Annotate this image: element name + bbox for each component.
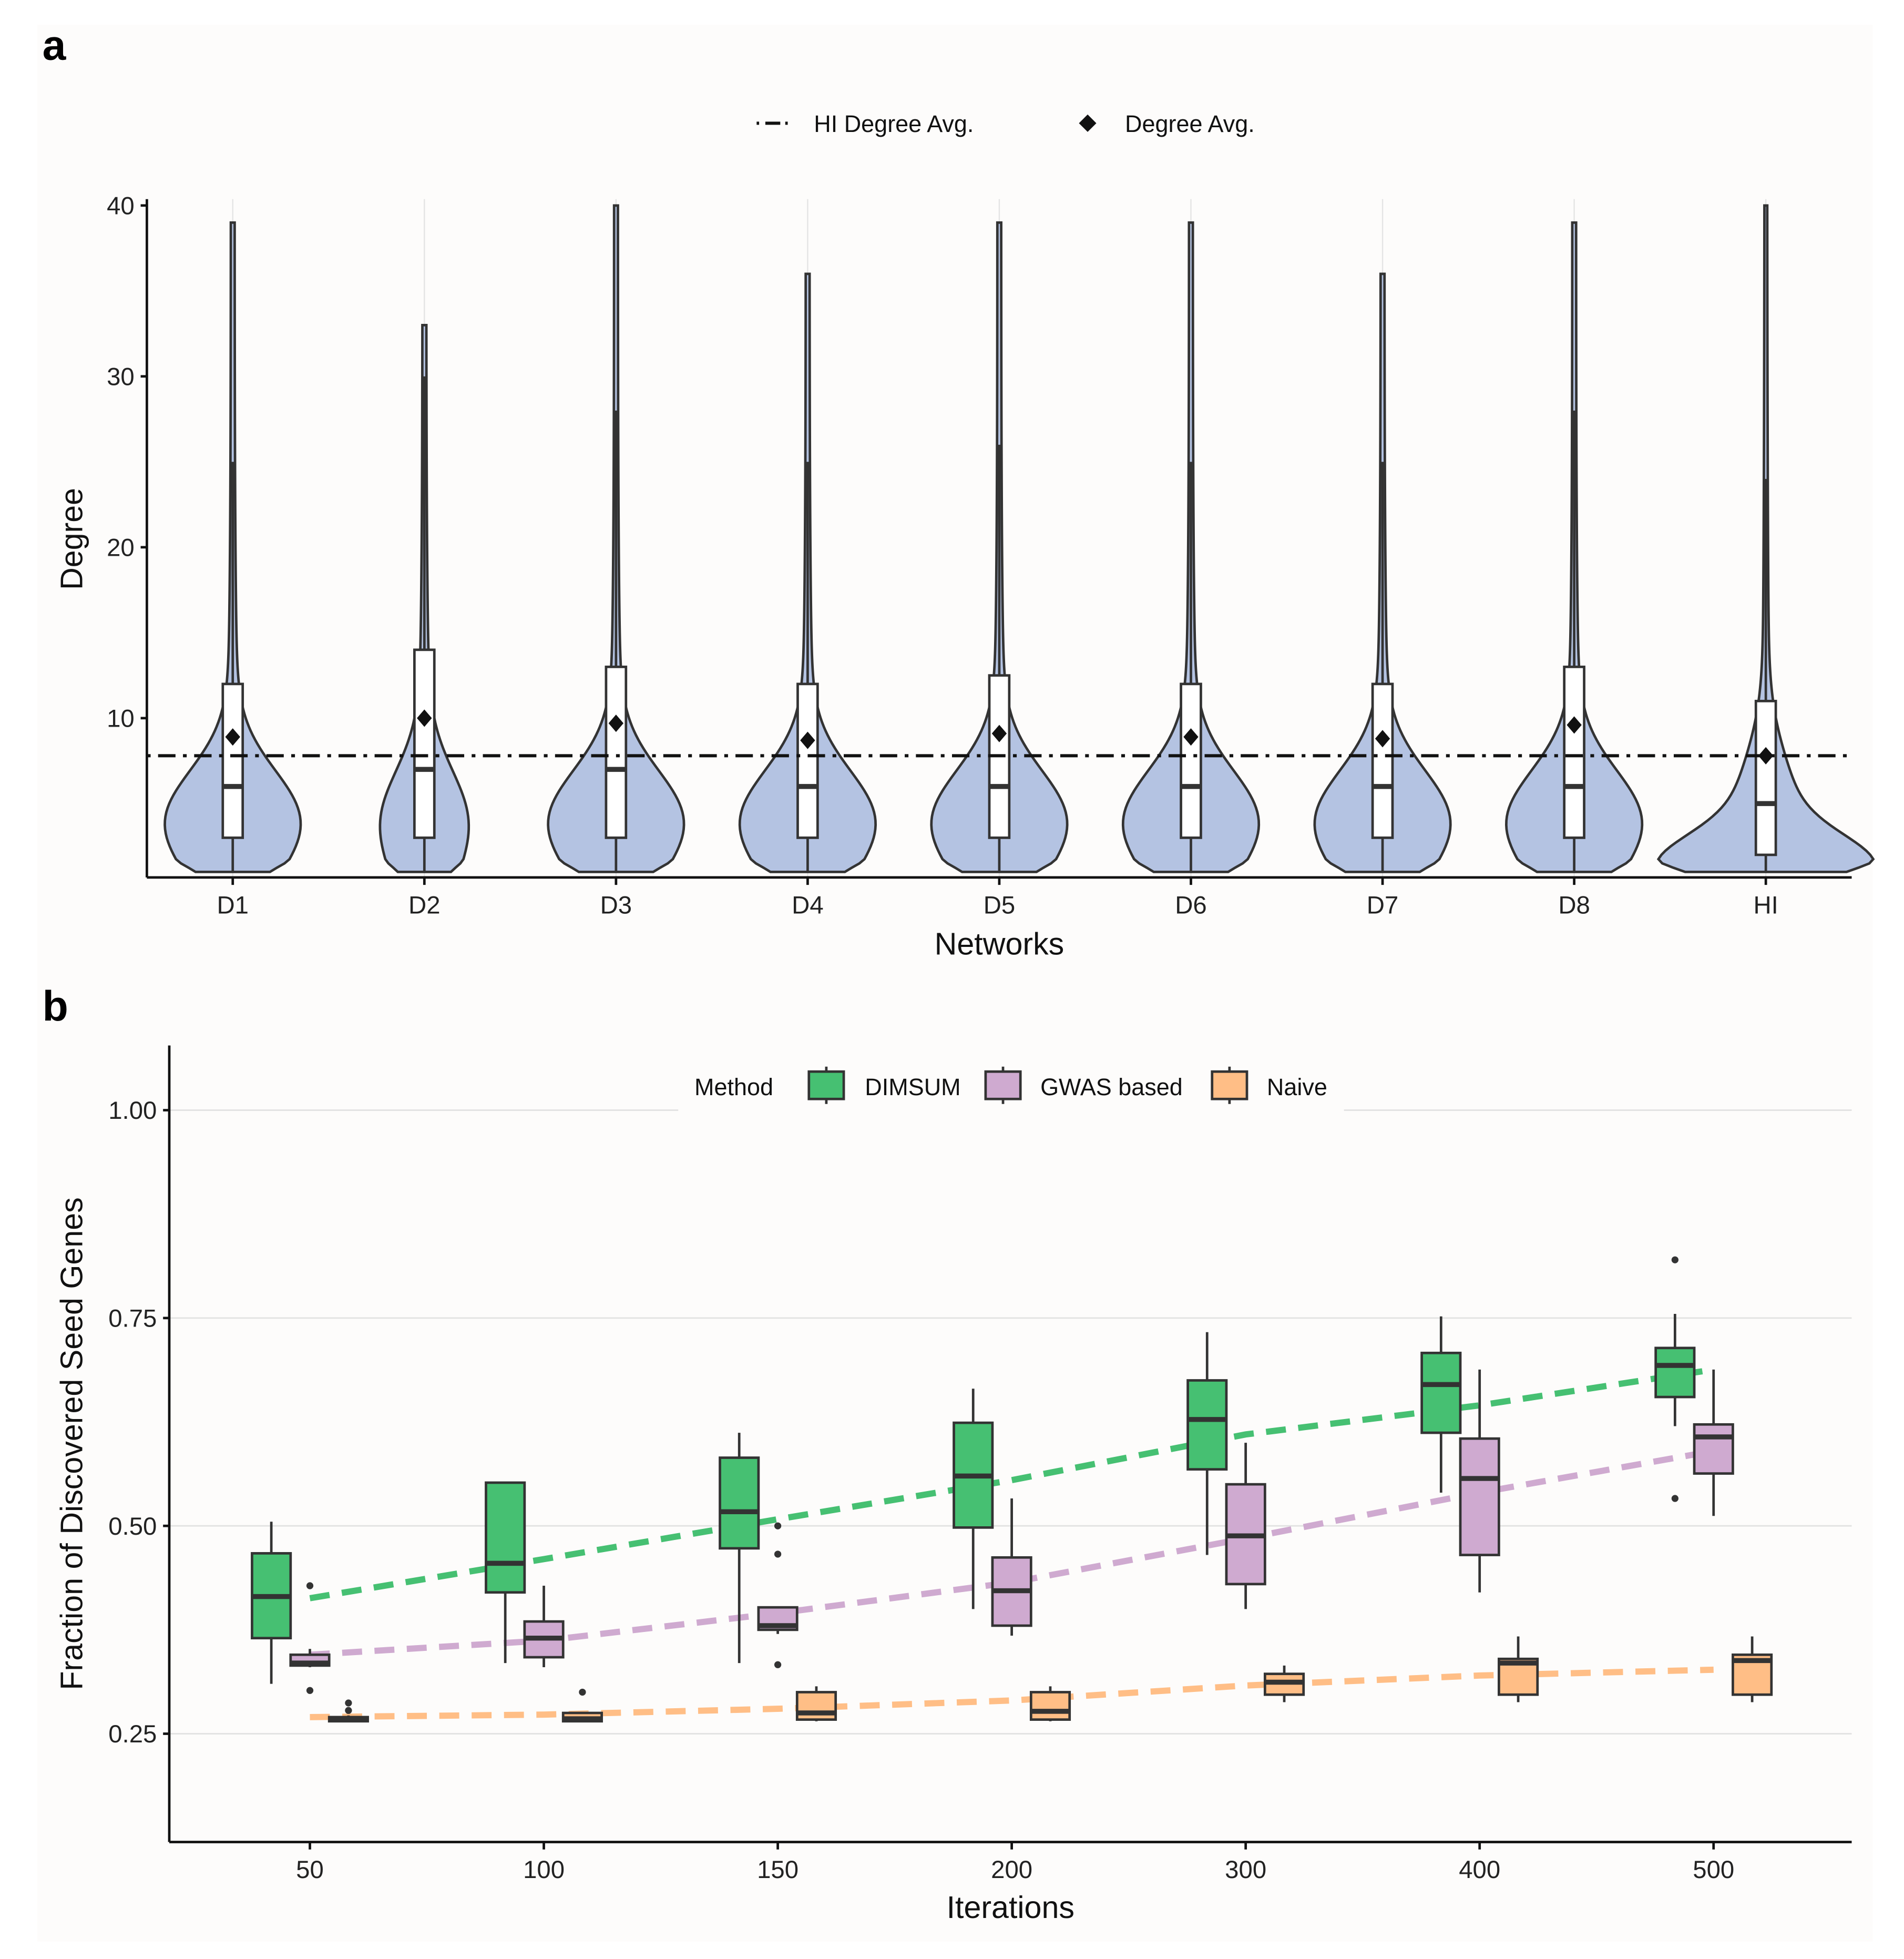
box-HI [1754,700,1777,856]
outlier-point [306,1582,314,1589]
box-D1 [221,682,244,839]
x-tick-label: 50 [296,1856,324,1884]
y-tick-label: 0.75 [108,1304,157,1332]
y-tick-label: 0.25 [108,1720,157,1748]
box-dimsum [1420,1351,1462,1434]
x-tick-label: D6 [1175,892,1207,920]
mean-diamond [1758,747,1774,764]
mean-diamond [1375,730,1390,748]
panel-b-label: b [43,983,68,1030]
panel-a-ticks: 10 20 30 40 D1 D2 D3 D4 D5 D6 D7 D8 HI [107,192,1778,919]
panel-a-y-label: Degree [54,488,89,590]
mean-diamond [991,725,1007,742]
y-tick-label: 40 [107,192,135,220]
panel-b-y-label: Fraction of Discovered Seed Genes [54,1197,89,1690]
box-dimsum [719,1456,760,1550]
mean-diamond [225,728,240,746]
x-tick-label: 500 [1693,1856,1734,1884]
outlier-point [1671,1256,1678,1263]
x-tick-label: D5 [984,892,1016,920]
outlier-point [306,1687,314,1694]
box-gwas-based [1693,1423,1734,1475]
mean-diamond [1183,728,1199,746]
x-tick-label: HI [1753,892,1778,920]
mean-diamond [417,709,432,727]
panel-b-legend: Method DIMSUM GWAS based Naive [678,1060,1344,1113]
outlier-point [1671,1495,1678,1502]
x-tick-label: D1 [217,892,249,920]
mean-diamond [800,731,815,749]
mean-diamond [608,715,624,732]
panel-a-violins [147,204,1875,873]
panel-a-x-label: Networks [935,926,1064,962]
panel-b-boxes [251,1256,1773,1723]
box-D6 [1180,682,1202,839]
y-tick-label: 30 [107,363,135,391]
outlier-point [774,1661,782,1668]
y-tick-label: 0.50 [108,1513,157,1540]
panel-b-ticks: 0.25 0.50 0.75 1.00 50 100 150 200 300 400 500 [108,1097,1734,1884]
box-gwas-based [1459,1437,1500,1556]
box-D8 [1563,666,1585,839]
panel-a-label: a [43,22,67,69]
legend-label: GWAS based [1040,1074,1183,1100]
box-D4 [796,682,819,839]
x-tick-label: D2 [408,892,441,920]
x-tick-label: D7 [1367,892,1399,920]
x-tick-label: 400 [1459,1856,1500,1884]
x-tick-label: D3 [600,892,632,920]
legend-title: Method [694,1074,773,1100]
panel-b-x-label: Iterations [947,1890,1074,1925]
legend-entries: DIMSUM GWAS based Naive [807,1066,1327,1104]
legend-degree-avg: Degree Avg. [1125,110,1255,137]
trend-line-naive [310,1666,1714,1720]
legend-hi-avg: HI Degree Avg. [814,110,974,137]
x-tick-label: 300 [1225,1856,1266,1884]
x-tick-label: 200 [991,1856,1032,1884]
box-D3 [605,666,628,839]
box-naive [795,1691,837,1721]
box-dimsum [1186,1379,1228,1471]
box-D7 [1371,682,1394,839]
x-tick-label: 150 [757,1856,799,1884]
outlier-point [345,1699,352,1707]
trend-line-dimsum [309,1366,1714,1601]
outlier-point [774,1550,782,1558]
x-tick-label: D8 [1558,892,1590,920]
legend-label: DIMSUM [865,1074,960,1100]
box-D2 [413,648,436,839]
box-dimsum [485,1481,526,1594]
x-tick-label: D4 [792,892,824,920]
outlier-point [774,1522,782,1529]
outlier-point [579,1688,586,1696]
legend-diamond-icon [1079,114,1097,132]
box-naive [1029,1691,1071,1721]
y-tick-label: 10 [107,705,135,732]
panel-a-legend: HI Degree Avg. Degree Avg. [756,110,1255,137]
legend-label: Naive [1267,1074,1327,1100]
x-tick-label: 100 [523,1856,565,1884]
box-dimsum [1654,1346,1696,1399]
outlier-point [345,1707,352,1714]
y-tick-label: 20 [107,534,135,562]
background [37,25,1873,1942]
y-tick-label: 1.00 [108,1097,157,1125]
